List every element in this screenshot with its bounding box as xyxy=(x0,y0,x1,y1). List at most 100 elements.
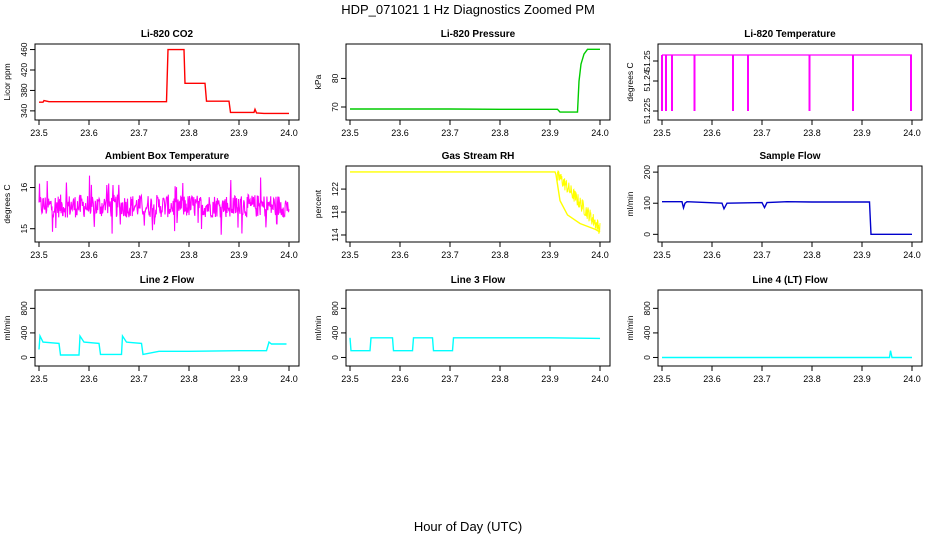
panel-9: Line 4 (LT) Flow ml/min 23.5 23.6 23.7 23.8 23… xyxy=(625,275,923,384)
y-tick-label: 800 xyxy=(19,301,29,315)
panel-1: Li-820 CO2 Licor ppm 23.5 23.6 23.7 23.8 23.9 2… xyxy=(2,29,300,138)
panel-grid: Li-820 CO2 Licor ppm 23.5 23.6 23.7 23.8 23.9 2… xyxy=(2,29,923,384)
plot-frame xyxy=(345,289,611,367)
y-tick-label: 380 xyxy=(19,83,29,97)
x-tick-label: 24.0 xyxy=(280,128,298,138)
x-tick-label: 23.7 xyxy=(130,250,148,260)
plot-frame xyxy=(657,165,923,243)
x-tick-label: 23.7 xyxy=(753,374,771,384)
x-tick-label: 23.7 xyxy=(130,374,148,384)
x-tick-label: 23.8 xyxy=(803,128,821,138)
x-tick-label: 24.0 xyxy=(903,250,921,260)
data-series xyxy=(662,350,912,359)
panel-3: Li-820 Temperature degrees C 23.5 23.6 23.7 2… xyxy=(625,29,923,138)
x-tick-label: 23.5 xyxy=(653,128,671,138)
x-tick-label: 23.8 xyxy=(803,374,821,384)
plot-frame xyxy=(657,43,923,121)
x-tick-label: 23.6 xyxy=(391,128,409,138)
data-series xyxy=(350,171,601,233)
x-tick-label: 23.6 xyxy=(703,128,721,138)
x-tick-label: 24.0 xyxy=(280,374,298,384)
x-tick-label: 24.0 xyxy=(903,128,921,138)
x-tick-label: 23.5 xyxy=(341,374,359,384)
x-tick-label: 23.6 xyxy=(703,374,721,384)
panel-8: Line 3 Flow ml/min 23.5 23.6 23.7 23.8 23.9 24.… xyxy=(313,275,611,384)
y-axis-label: ml/min xyxy=(625,191,635,216)
x-tick-label: 23.5 xyxy=(653,374,671,384)
y-axis-label: percent xyxy=(313,189,323,218)
y-tick-label: 118 xyxy=(330,205,340,219)
x-tick-label: 24.0 xyxy=(591,250,609,260)
x-tick-label: 23.9 xyxy=(853,128,871,138)
data-series xyxy=(38,333,287,356)
y-tick-label: 0 xyxy=(19,355,29,360)
data-series xyxy=(350,48,600,113)
panel-title: Line 4 (LT) Flow xyxy=(752,275,828,286)
data-series xyxy=(39,48,289,115)
x-tick-label: 24.0 xyxy=(903,374,921,384)
x-tick-label: 23.7 xyxy=(753,250,771,260)
x-tick-label: 23.5 xyxy=(30,128,48,138)
figure-xlabel: Hour of Day (UTC) xyxy=(414,519,522,534)
x-tick-label: 23.9 xyxy=(541,374,559,384)
x-tick-label: 23.7 xyxy=(441,374,459,384)
x-tick-label: 23.6 xyxy=(703,250,721,260)
x-tick-label: 23.9 xyxy=(230,374,248,384)
y-tick-label: 800 xyxy=(642,301,652,315)
x-tick-label: 23.8 xyxy=(491,128,509,138)
data-series xyxy=(662,200,912,235)
x-tick-label: 23.8 xyxy=(180,250,198,260)
y-tick-label: 114 xyxy=(330,228,340,242)
y-tick-label: 400 xyxy=(330,326,340,340)
x-tick-label: 23.9 xyxy=(853,374,871,384)
y-tick-label: 80 xyxy=(330,73,340,83)
x-tick-label: 24.0 xyxy=(591,374,609,384)
y-tick-label: 51.225 xyxy=(642,98,652,124)
y-axis-label: degrees C xyxy=(625,62,635,101)
x-tick-label: 23.9 xyxy=(541,128,559,138)
x-tick-label: 23.5 xyxy=(30,374,48,384)
panel-title: Gas Stream RH xyxy=(442,151,515,162)
panel-6: Sample Flow ml/min 23.5 23.6 23.7 23.8 23.9 24.… xyxy=(625,151,923,260)
x-tick-label: 23.6 xyxy=(391,374,409,384)
panel-title: Li-820 CO2 xyxy=(141,29,194,40)
y-axis-label: Licor ppm xyxy=(2,63,12,100)
panel-7: Line 2 Flow ml/min 23.5 23.6 23.7 23.8 23.9 24.… xyxy=(2,275,300,384)
y-tick-label: 420 xyxy=(19,63,29,77)
y-axis-label: ml/min xyxy=(313,315,323,340)
data-series-noise xyxy=(557,169,601,234)
plot-frame xyxy=(345,165,611,243)
y-tick-label: 200 xyxy=(642,165,652,179)
y-tick-label: 0 xyxy=(330,355,340,360)
x-tick-label: 23.7 xyxy=(753,128,771,138)
y-tick-label: 0 xyxy=(642,355,652,360)
x-tick-label: 23.7 xyxy=(130,128,148,138)
panel-4: Ambient Box Temperature degrees C 23.5 23.6… xyxy=(2,151,300,260)
x-tick-label: 23.8 xyxy=(491,374,509,384)
y-tick-label: 460 xyxy=(19,42,29,56)
x-tick-label: 23.7 xyxy=(441,128,459,138)
x-tick-label: 23.6 xyxy=(80,250,98,260)
x-tick-label: 23.9 xyxy=(853,250,871,260)
x-tick-label: 23.9 xyxy=(541,250,559,260)
panel-2: Li-820 Pressure kPa 23.5 23.6 23.7 23.8 23.9 24… xyxy=(313,29,611,138)
y-tick-label: 400 xyxy=(19,326,29,340)
x-tick-label: 23.8 xyxy=(180,128,198,138)
panel-title: Line 3 Flow xyxy=(451,275,506,286)
y-tick-label: 51.25 xyxy=(642,50,652,72)
y-tick-label: 122 xyxy=(330,182,340,196)
x-tick-label: 23.6 xyxy=(391,250,409,260)
plot-frame xyxy=(34,165,300,243)
x-tick-label: 24.0 xyxy=(280,250,298,260)
x-tick-label: 24.0 xyxy=(591,128,609,138)
data-series xyxy=(38,175,290,235)
x-tick-label: 23.6 xyxy=(80,374,98,384)
y-tick-label: 400 xyxy=(642,326,652,340)
plot-frame xyxy=(345,43,611,121)
panel-title: Li-820 Pressure xyxy=(441,29,516,40)
data-series xyxy=(349,337,601,352)
x-tick-label: 23.9 xyxy=(230,128,248,138)
x-tick-label: 23.5 xyxy=(341,250,359,260)
panel-title: Li-820 Temperature xyxy=(744,29,836,40)
